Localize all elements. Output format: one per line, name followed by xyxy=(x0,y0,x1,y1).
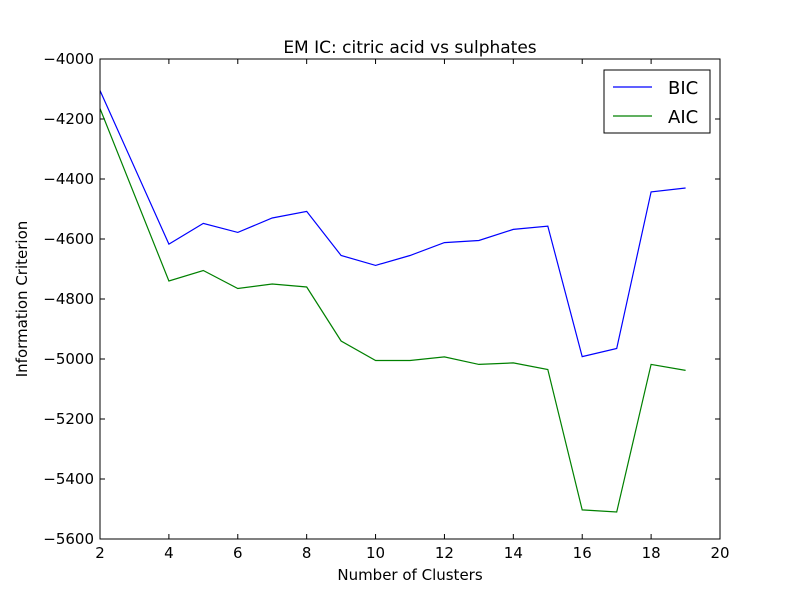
series-line-bic xyxy=(99,90,686,358)
x-tick-label: 16 xyxy=(573,544,592,562)
legend-label-aic: AIC xyxy=(668,107,698,128)
y-tick-label: −5200 xyxy=(43,410,94,428)
y-tick-label: −5600 xyxy=(43,530,94,548)
y-tick-label: −5000 xyxy=(43,350,94,368)
chart-title: EM IC: citric acid vs sulphates xyxy=(283,38,536,58)
ticks-layer: 2 4 6 8 10 12 14 16 18 20 −4000 −4200 −4400 −4600 −480… xyxy=(43,50,729,562)
x-tick-label: 4 xyxy=(164,544,174,562)
plot-frame xyxy=(99,58,721,540)
x-tick-label: 8 xyxy=(302,544,312,562)
legend: BIC AIC xyxy=(603,69,711,134)
y-axis-label: Information Criterion xyxy=(13,221,31,378)
x-tick-label: 20 xyxy=(710,544,729,562)
legend-box xyxy=(603,69,711,134)
y-tick-label: −4800 xyxy=(43,290,94,308)
y-tick-label: −4400 xyxy=(43,170,94,188)
x-tick-label: 18 xyxy=(642,544,661,562)
series-line-aic xyxy=(99,108,686,513)
lines-layer xyxy=(99,90,686,513)
y-tick-label: −4200 xyxy=(43,110,94,128)
x-tick-label: 2 xyxy=(95,544,105,562)
y-tick-label: −4000 xyxy=(43,50,94,68)
y-tick-label: −5400 xyxy=(43,470,94,488)
x-axis-label: Number of Clusters xyxy=(337,566,482,584)
y-tick-label: −4600 xyxy=(43,230,94,248)
legend-label-bic: BIC xyxy=(668,78,698,99)
x-tick-label: 14 xyxy=(504,544,523,562)
x-tick-label: 6 xyxy=(233,544,243,562)
x-tick-label: 12 xyxy=(435,544,454,562)
x-tick-label: 10 xyxy=(366,544,385,562)
